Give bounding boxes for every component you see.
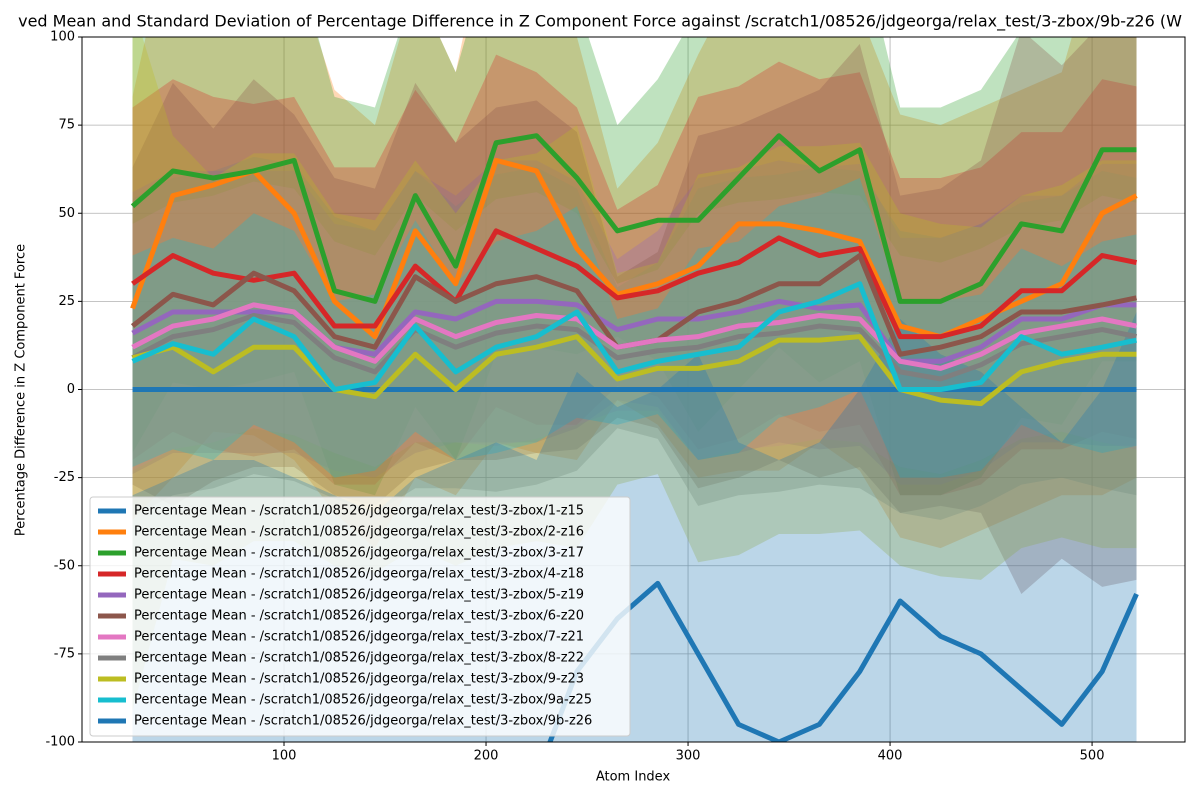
y-tick-label: 50 (58, 206, 75, 221)
x-tick-label: 500 (1080, 749, 1105, 764)
chart-title: ved Mean and Standard Deviation of Perce… (18, 12, 1182, 32)
x-tick-label: 300 (676, 749, 701, 764)
x-axis-label: Atom Index (596, 770, 671, 785)
legend-label: Percentage Mean - /scratch1/08526/jdgeor… (134, 714, 592, 729)
mean-line (131, 281, 1138, 392)
legend-label: Percentage Mean - /scratch1/08526/jdgeor… (134, 672, 584, 687)
mean-line (131, 302, 1138, 371)
y-tick-label: 100 (50, 30, 75, 45)
y-tick-label: -100 (45, 735, 75, 750)
legend-label: Percentage Mean - /scratch1/08526/jdgeor… (134, 609, 584, 624)
mean-line (547, 580, 1139, 742)
axes: -100 -75 -50 -25 0 25 50 75 100 100 200 300 400 500 (45, 30, 1104, 764)
mean-line (131, 228, 1138, 340)
mean-line (130, 157, 1138, 340)
legend-label: Percentage Mean - /scratch1/08526/jdgeor… (134, 525, 584, 540)
y-tick-label: -50 (54, 558, 75, 573)
mean-line (130, 133, 1137, 304)
x-tick-label: 400 (878, 749, 903, 764)
std-band (132, 37, 1137, 594)
legend-label: Percentage Mean - /scratch1/08526/jdgeor… (134, 504, 584, 519)
mean-line (131, 334, 1137, 407)
y-tick-label: -25 (54, 470, 75, 485)
legend-label: Percentage Mean - /scratch1/08526/jdgeor… (134, 630, 584, 645)
y-axis-label: Percentage Difference in Z Component For… (14, 244, 29, 536)
mean-line (131, 312, 1138, 382)
x-tick-label: 200 (474, 749, 499, 764)
legend-label: Percentage Mean - /scratch1/08526/jdgeor… (134, 651, 584, 666)
y-tick-label: 25 (58, 294, 75, 309)
legend-box (89, 496, 631, 737)
legend-label: Percentage Mean - /scratch1/08526/jdgeor… (134, 567, 584, 582)
std-band (132, 37, 1137, 496)
legend-label: Percentage Mean - /scratch1/08526/jdgeor… (134, 546, 584, 561)
y-tick-label: 75 (58, 118, 75, 133)
y-tick-label: -75 (54, 646, 75, 661)
x-tick-label: 100 (272, 749, 297, 764)
legend: Percentage Mean - /scratch1/08526/jdgeor… (89, 496, 631, 737)
std-band (132, 178, 1137, 478)
legend-label: Percentage Mean - /scratch1/08526/jdgeor… (134, 588, 584, 603)
legend-label: Percentage Mean - /scratch1/08526/jdgeor… (134, 693, 592, 708)
y-tick-label: 0 (67, 382, 75, 397)
